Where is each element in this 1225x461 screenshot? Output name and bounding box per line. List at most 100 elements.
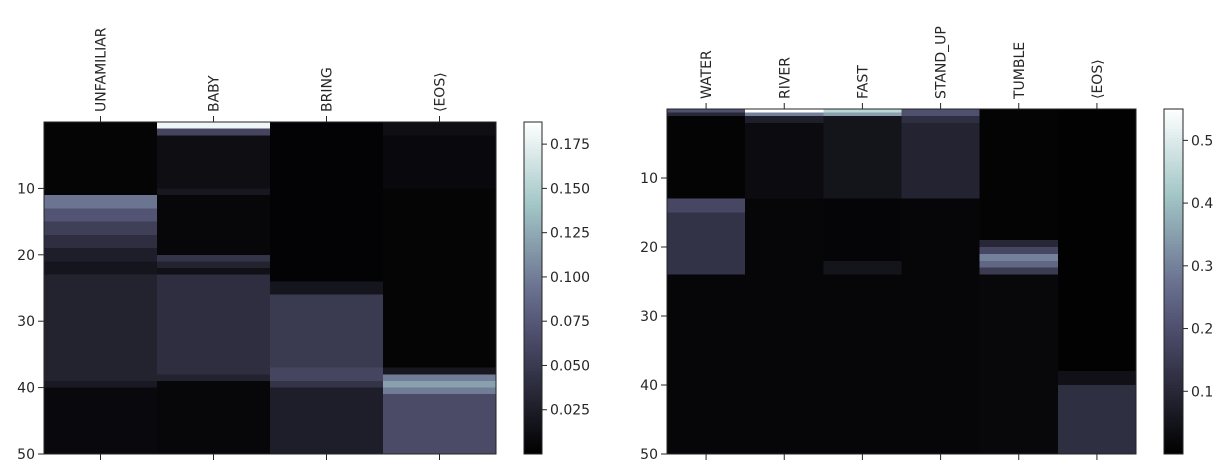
colorbar-step [1164, 178, 1183, 182]
colorbar-step [524, 348, 542, 353]
colorbar-step [1164, 275, 1183, 280]
colorbar-step [524, 141, 542, 145]
colorbar-step [524, 373, 542, 378]
colorbar-step [524, 193, 542, 198]
colorbar-tick-label: 0.075 [550, 314, 590, 330]
heatmap-cell [979, 267, 1059, 276]
heatmap-cell [667, 212, 746, 276]
colorbar-step [524, 307, 542, 311]
colorbar-tick-label: 0.175 [550, 137, 590, 153]
colorbar-tick-label: 0.1 [1191, 384, 1213, 400]
colorbar-step [1164, 367, 1183, 372]
colorbar-step [1164, 120, 1183, 124]
colorbar-step [524, 390, 542, 394]
colorbar-step [524, 329, 542, 333]
colorbar-step [524, 310, 542, 314]
colorbar-step [1164, 370, 1183, 375]
colorbar-step [1164, 221, 1183, 225]
colorbar-step [1164, 134, 1183, 139]
colorbar-step [1164, 387, 1183, 392]
heatmap-cell [44, 261, 158, 276]
colorbar-step [524, 359, 542, 364]
colorbar-step [1164, 402, 1183, 406]
heatmap-cell [157, 135, 271, 189]
colorbar-step [1164, 353, 1183, 357]
colorbar-step [524, 133, 542, 137]
colorbar-step [1164, 238, 1183, 242]
colorbar-step [1164, 313, 1183, 317]
colorbar-step [524, 304, 542, 308]
colorbar-step [524, 382, 542, 386]
heatmap-cell [1057, 385, 1137, 455]
colorbar-step [1164, 318, 1183, 323]
x-tick-label: BRING [320, 67, 336, 112]
colorbar-step [1164, 255, 1183, 260]
colorbar-step [524, 276, 542, 281]
colorbar-step [524, 404, 542, 408]
colorbar-step [524, 290, 542, 295]
colorbar-step [1164, 408, 1183, 412]
heatmap-column [383, 122, 497, 455]
heatmap-cell [157, 128, 271, 136]
heatmap-cell [901, 198, 981, 455]
colorbar-step [1164, 215, 1183, 219]
colorbar-step [524, 395, 542, 400]
colorbar-step [524, 166, 542, 170]
heatmap-cell [157, 122, 271, 130]
colorbar-step [524, 315, 542, 320]
colorbar-step [1164, 249, 1183, 254]
colorbar-step [1164, 379, 1183, 383]
colorbar-step [524, 218, 542, 223]
colorbar-step [1164, 336, 1183, 340]
colorbar-step [524, 177, 542, 181]
y-tick-label: 30 [640, 309, 658, 325]
colorbar-step [1164, 442, 1183, 446]
colorbar-step [1164, 157, 1183, 162]
colorbar-step [524, 343, 542, 347]
colorbar-step [524, 249, 542, 253]
y-tick-label: 10 [17, 181, 35, 197]
colorbar-step [1164, 226, 1183, 231]
colorbar-step [524, 221, 542, 225]
colorbar-step [1164, 137, 1183, 142]
heatmap-cell [383, 188, 497, 369]
colorbar-step [524, 246, 542, 250]
heatmap-cell [270, 122, 384, 282]
colorbar-step [524, 434, 542, 438]
colorbar-step [524, 332, 542, 336]
x-tick-label: UNFAMILIAR [94, 27, 110, 112]
colorbar-step [1164, 195, 1183, 199]
colorbar-step [1164, 405, 1183, 409]
x-tick-label: WATER [699, 50, 715, 99]
colorbar-step [524, 268, 542, 272]
colorbar-step [1164, 310, 1183, 314]
colorbar-step [1164, 290, 1183, 294]
colorbar-step [524, 299, 542, 303]
colorbar-step [524, 210, 542, 214]
colorbar-step [524, 185, 542, 189]
heatmap-cell [823, 260, 903, 276]
colorbar-step [1164, 287, 1183, 291]
colorbar-step [1164, 382, 1183, 386]
heatmap-cell [823, 115, 903, 200]
colorbar-step [1164, 293, 1183, 297]
x-tick-label: STAND_UP [934, 26, 950, 99]
colorbar-step [1164, 272, 1183, 277]
colorbar-step [1164, 126, 1183, 130]
colorbar-step [524, 335, 542, 339]
heatmap-column [745, 109, 824, 455]
colorbar-step [1164, 172, 1183, 176]
colorbar-step [1164, 385, 1183, 389]
colorbar-step [1164, 298, 1183, 303]
colorbar-step [1164, 344, 1183, 349]
colorbar-step [524, 207, 542, 212]
colorbar-step [524, 257, 542, 261]
heatmap-cell [745, 109, 824, 114]
colorbar-step [1164, 192, 1183, 196]
colorbar-step [524, 252, 542, 256]
colorbar-step [524, 384, 542, 389]
colorbar-step [524, 368, 542, 372]
x-tick-label: ⟨EOS⟩ [433, 72, 449, 112]
colorbar-step [1164, 362, 1183, 366]
colorbar-step [1164, 324, 1183, 329]
